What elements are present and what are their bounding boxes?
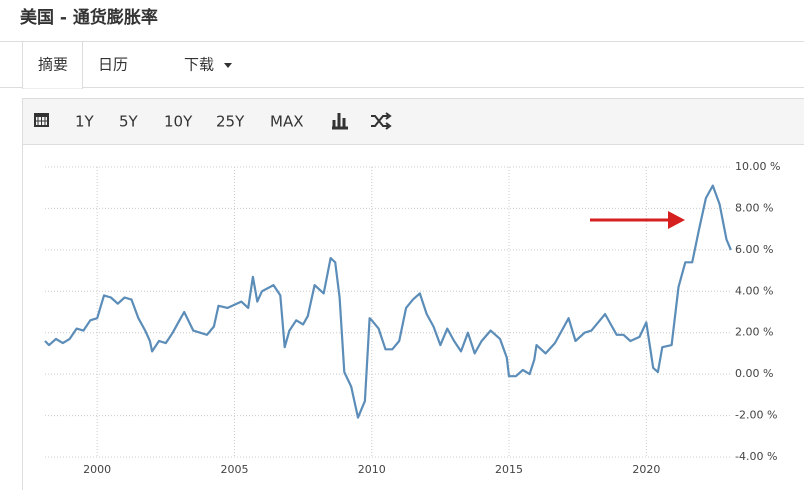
range-button[interactable]: 25Y (216, 113, 245, 131)
y-tick-label: 6.00 % (735, 243, 773, 256)
x-tick-label: 2000 (83, 463, 111, 476)
y-tick-label: 0.00 % (735, 367, 773, 380)
tab[interactable]: 摘要 (38, 56, 68, 74)
x-tick-label: 2005 (220, 463, 248, 476)
icon-part (371, 115, 388, 127)
bar-chart-icon[interactable] (332, 113, 348, 130)
x-tick-label: 2020 (632, 463, 660, 476)
toolbar (22, 98, 804, 145)
y-tick-label: -4.00 % (735, 450, 777, 463)
y-tick-label: 10.00 % (735, 160, 780, 173)
y-tick-label: -2.00 % (735, 409, 777, 422)
dropdown-caret (224, 63, 232, 68)
y-tick-label: 4.00 % (735, 284, 773, 297)
icon-part (385, 112, 392, 130)
range-button[interactable]: 1Y (75, 113, 95, 131)
x-tick-label: 2010 (358, 463, 386, 476)
plot: -4.00 % -2.00 % 0.00 % 2.00 % 4.00 % 6.00 % 8.… (44, 160, 780, 476)
active-tab[interactable] (22, 41, 83, 89)
inflation-line (44, 184, 732, 419)
range-button[interactable]: 10Y (164, 113, 193, 131)
tab[interactable]: 日历 (98, 56, 128, 74)
tab[interactable]: 下载 (184, 56, 214, 74)
icon-part (36, 117, 47, 125)
page-title: 美国 - 通货膨胀率 (20, 7, 158, 28)
range-button[interactable]: MAX (270, 113, 303, 131)
icon-part (332, 113, 348, 130)
y-tick-label: 8.00 % (735, 201, 773, 214)
arrow-head (668, 211, 685, 229)
calendar-icon[interactable] (34, 113, 49, 127)
y-tick-label: 2.00 % (735, 326, 773, 339)
x-tick-label: 2015 (495, 463, 523, 476)
shuffle-icon[interactable] (371, 112, 392, 130)
range-button[interactable]: 5Y (119, 113, 139, 131)
